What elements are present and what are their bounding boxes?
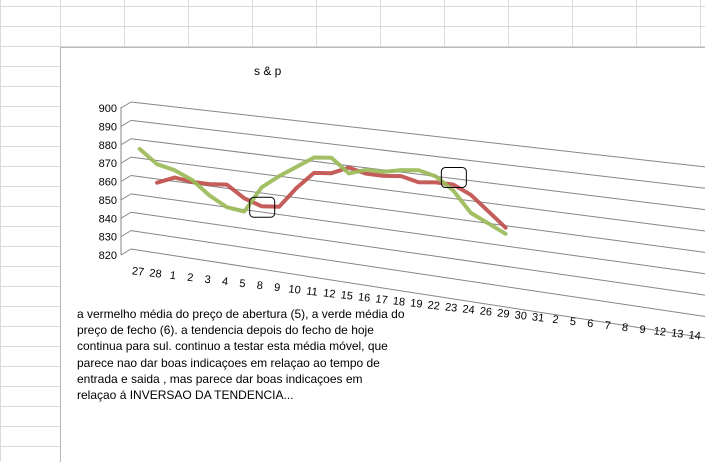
x-tick-label: 10 <box>288 283 302 296</box>
x-tick-label: 5 <box>569 316 576 329</box>
y-gridline <box>130 248 705 339</box>
grid-depth-line <box>120 248 132 256</box>
x-tick-label: 18 <box>392 295 406 308</box>
y-gridline <box>130 175 705 253</box>
x-tick-label: 8 <box>256 280 263 293</box>
x-tick-label: 19 <box>410 297 424 310</box>
crossover-marker <box>440 167 467 189</box>
x-tick-label: 2 <box>186 272 193 285</box>
x-tick-label: 13 <box>670 327 684 340</box>
x-tick-label: 23 <box>444 301 458 314</box>
y-gridline <box>130 101 705 168</box>
x-tick-label: 1 <box>169 270 176 283</box>
x-tick-label: 9 <box>639 324 646 337</box>
x-tick-label: 15 <box>340 289 354 302</box>
y-tick-label: 870 <box>99 158 117 170</box>
chart-area[interactable]: 820 830 840 850 860 870 880 890 900 27 28 1 2 3 4 5 8 9 10… <box>60 47 705 462</box>
x-tick-label: 14 <box>688 329 702 342</box>
y-tick-label: 840 <box>99 213 117 225</box>
x-tick-labels: 27 28 1 2 3 4 5 8 9 10 11 12 15 16 17 18 19 22 23 24 26 29 30 3… <box>131 265 701 342</box>
grid-depth-line <box>120 156 132 164</box>
grid-depth-line <box>120 193 132 201</box>
grid-depth-line <box>120 175 132 182</box>
y-tick-label: 850 <box>99 195 117 207</box>
x-tick-label: 11 <box>306 285 319 298</box>
y-gridline <box>130 156 705 232</box>
x-tick-label: 26 <box>479 305 493 318</box>
y-tick-label: 820 <box>99 250 117 262</box>
y-tick-label: 890 <box>99 121 117 133</box>
x-tick-label: 12 <box>653 325 667 338</box>
x-tick-label: 28 <box>149 267 163 280</box>
y-tick-label: 860 <box>99 177 117 189</box>
x-tick-label: 9 <box>273 282 280 295</box>
grid-depth-line <box>120 211 132 219</box>
x-tick-label: 31 <box>531 311 545 324</box>
y-gridline <box>130 119 705 189</box>
x-tick-label: 17 <box>375 293 389 306</box>
x-tick-label: 22 <box>427 299 441 312</box>
x-tick-label: 3 <box>204 274 211 287</box>
grid-depth-line <box>120 138 132 146</box>
y-tick-label: 880 <box>99 140 117 152</box>
x-tick-label: 5 <box>239 278 246 291</box>
x-tick-label: 12 <box>323 287 337 300</box>
chart-title: s & p <box>254 64 282 78</box>
x-tick-label: 8 <box>621 322 628 335</box>
y-tick-label: 830 <box>99 232 117 244</box>
x-tick-label: 30 <box>514 309 528 322</box>
grid-depth-line <box>120 230 132 238</box>
y-gridline <box>130 211 705 296</box>
crossover-marker <box>249 196 276 218</box>
grid-depth-line <box>120 119 132 127</box>
chart-annotation-textbox: a vermelho média do preço de abertura (5… <box>77 306 405 404</box>
y-gridline <box>130 138 705 211</box>
series-line-2 <box>137 147 508 236</box>
x-tick-label: 29 <box>497 307 511 320</box>
x-tick-label: 2 <box>552 314 559 327</box>
x-tick-label: 16 <box>357 291 371 304</box>
x-tick-label: 7 <box>604 320 611 333</box>
y-gridline <box>130 230 705 317</box>
x-tick-label: 24 <box>462 303 476 316</box>
x-tick-label: 4 <box>221 276 228 289</box>
x-tick-label: 6 <box>587 318 594 331</box>
y-tick-label: 900 <box>99 103 117 115</box>
grid-depth-line <box>120 101 132 109</box>
x-tick-label: 27 <box>131 265 145 278</box>
